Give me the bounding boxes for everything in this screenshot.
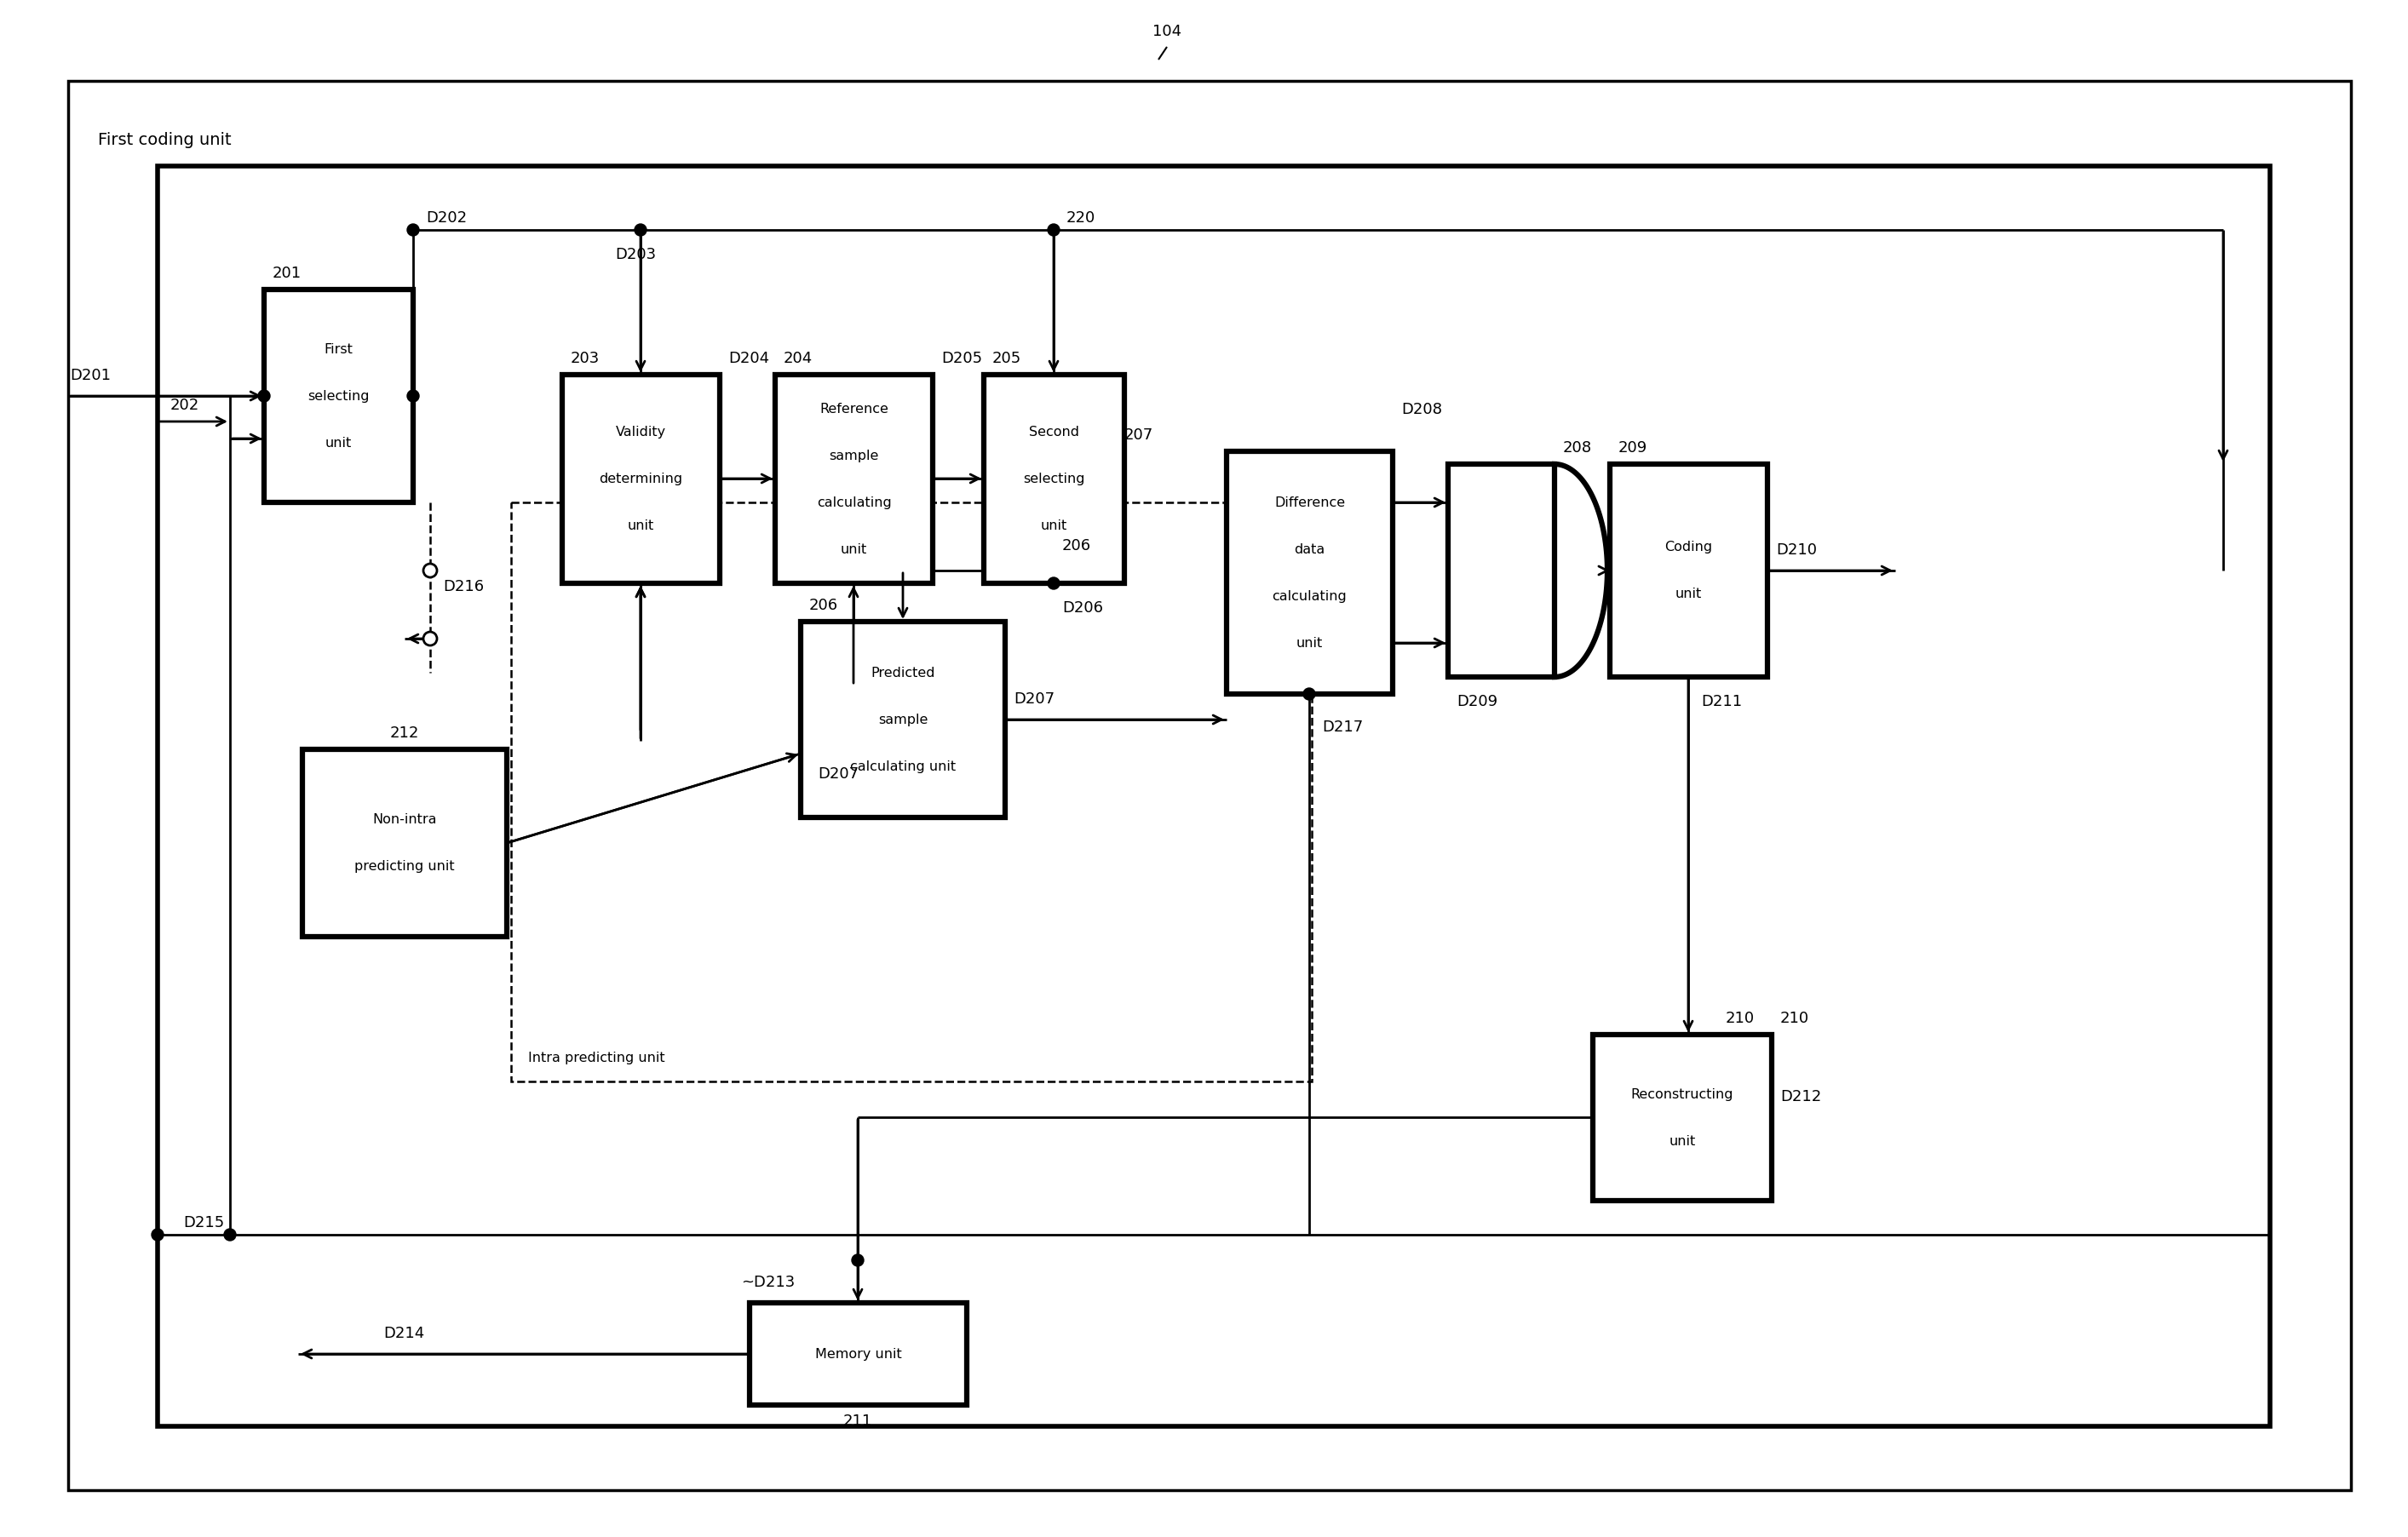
Text: determining: determining <box>600 472 684 486</box>
Text: 205: 205 <box>992 350 1021 366</box>
Bar <box>1611 464 1767 676</box>
Text: Reconstructing: Reconstructing <box>1630 1088 1734 1100</box>
Text: D211: D211 <box>1700 695 1741 709</box>
Text: sample: sample <box>828 449 879 463</box>
Text: D217: D217 <box>1322 719 1363 735</box>
Text: D204: D204 <box>727 350 768 366</box>
Text: D215: D215 <box>183 1216 224 1231</box>
Circle shape <box>224 1228 236 1240</box>
Text: First coding unit: First coding unit <box>99 132 231 148</box>
Circle shape <box>258 390 270 401</box>
Bar <box>985 375 1125 584</box>
Bar <box>1447 464 1556 676</box>
Text: Reference: Reference <box>819 403 889 415</box>
Bar <box>303 750 506 936</box>
Text: D203: D203 <box>614 247 655 263</box>
Bar <box>510 503 1312 1082</box>
Text: 207: 207 <box>1125 427 1153 443</box>
Bar <box>1592 1034 1772 1200</box>
Text: 210: 210 <box>1780 1011 1808 1027</box>
Text: calculating unit: calculating unit <box>850 759 956 773</box>
Text: D209: D209 <box>1457 695 1498 709</box>
Text: calculating: calculating <box>1271 590 1346 603</box>
Text: First: First <box>325 343 354 355</box>
Text: unit: unit <box>325 437 352 449</box>
Text: 212: 212 <box>390 725 419 741</box>
Text: Validity: Validity <box>616 426 667 438</box>
Bar <box>561 375 720 584</box>
Bar <box>802 621 1004 818</box>
Text: unit: unit <box>1296 636 1322 649</box>
Bar <box>265 289 414 503</box>
Circle shape <box>1303 689 1315 699</box>
Text: D202: D202 <box>426 211 467 226</box>
Text: unit: unit <box>1040 520 1067 532</box>
Circle shape <box>1047 224 1060 235</box>
Text: 104: 104 <box>1153 25 1182 38</box>
Text: 208: 208 <box>1563 440 1592 455</box>
Text: Second: Second <box>1028 426 1079 438</box>
Circle shape <box>407 224 419 235</box>
Text: calculating: calculating <box>816 496 891 509</box>
Text: 203: 203 <box>571 350 600 366</box>
Text: data: data <box>1293 543 1324 555</box>
Text: D206: D206 <box>1062 601 1103 616</box>
Text: 206: 206 <box>809 598 838 613</box>
Text: Intra predicting unit: Intra predicting unit <box>527 1051 665 1065</box>
Text: unit: unit <box>1669 1134 1695 1148</box>
Circle shape <box>424 632 436 646</box>
Bar <box>749 1303 966 1405</box>
Text: Memory unit: Memory unit <box>814 1348 901 1360</box>
Text: 206: 206 <box>1062 538 1091 553</box>
Text: predicting unit: predicting unit <box>354 861 455 873</box>
Text: D201: D201 <box>70 367 111 383</box>
Text: Predicted: Predicted <box>872 667 934 679</box>
Text: Coding: Coding <box>1664 541 1712 553</box>
Text: D214: D214 <box>383 1326 424 1342</box>
Text: D212: D212 <box>1780 1090 1820 1105</box>
Text: 220: 220 <box>1067 211 1096 226</box>
Text: 210: 210 <box>1727 1011 1755 1027</box>
Text: 201: 201 <box>272 266 301 281</box>
Bar <box>775 375 932 584</box>
Bar <box>1226 452 1392 695</box>
Text: unit: unit <box>840 543 867 555</box>
Text: Non-intra: Non-intra <box>373 813 436 825</box>
Text: D210: D210 <box>1777 543 1818 558</box>
Circle shape <box>152 1228 164 1240</box>
Text: unit: unit <box>628 520 655 532</box>
Circle shape <box>852 1254 864 1266</box>
Text: 211: 211 <box>843 1414 872 1429</box>
Text: sample: sample <box>879 713 927 725</box>
Text: unit: unit <box>1676 587 1702 601</box>
Circle shape <box>424 564 436 578</box>
Text: selecting: selecting <box>1023 472 1086 486</box>
Text: D205: D205 <box>942 350 982 366</box>
Circle shape <box>407 390 419 401</box>
Text: 204: 204 <box>783 350 814 366</box>
Text: 202: 202 <box>171 398 200 413</box>
Text: D207: D207 <box>819 767 860 782</box>
Text: selecting: selecting <box>308 389 368 403</box>
Text: 209: 209 <box>1618 440 1647 455</box>
Text: D216: D216 <box>443 579 484 595</box>
Text: D207: D207 <box>1014 692 1055 707</box>
Text: Difference: Difference <box>1274 496 1346 509</box>
Circle shape <box>1047 578 1060 589</box>
Bar <box>157 166 2271 1426</box>
Circle shape <box>636 224 645 235</box>
Text: ~D213: ~D213 <box>742 1274 795 1290</box>
Text: D208: D208 <box>1401 401 1442 417</box>
